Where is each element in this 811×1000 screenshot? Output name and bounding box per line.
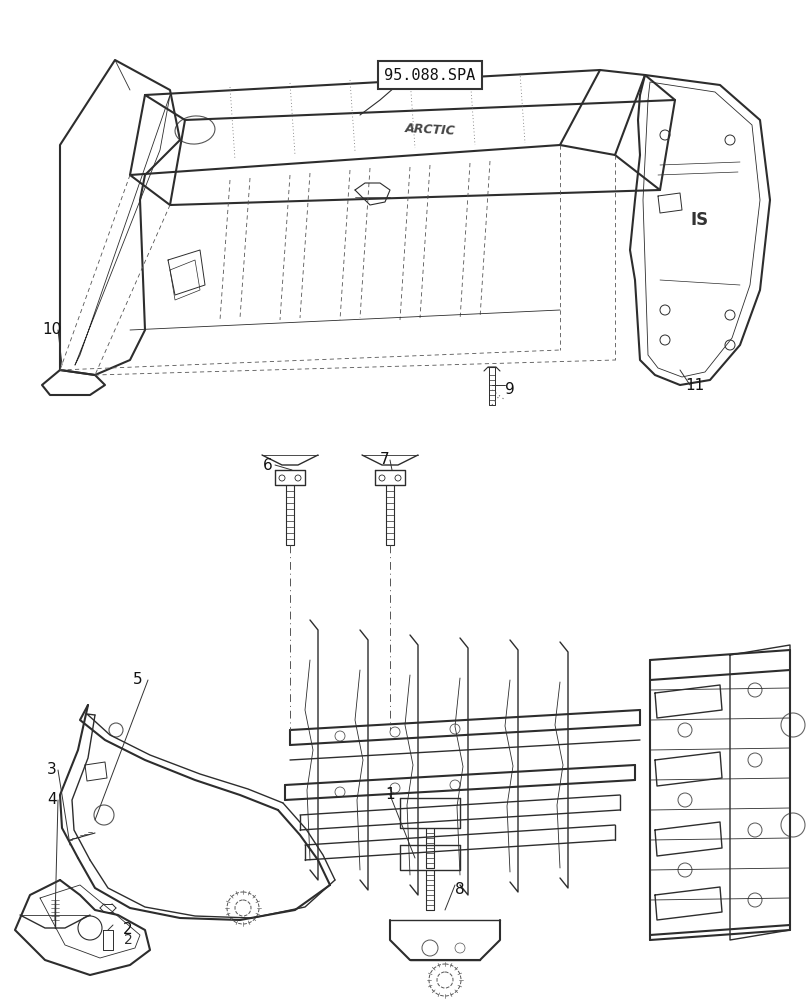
Text: 7: 7: [380, 452, 389, 468]
Text: 2: 2: [123, 933, 132, 947]
Text: 3: 3: [47, 762, 57, 777]
Text: 4: 4: [47, 792, 57, 807]
Text: 11: 11: [684, 377, 704, 392]
Text: 6: 6: [263, 458, 272, 473]
Text: 2: 2: [123, 922, 133, 937]
Text: 8: 8: [455, 882, 464, 897]
Text: 9: 9: [504, 382, 514, 397]
Text: 1: 1: [384, 787, 394, 802]
Text: IS: IS: [690, 211, 708, 229]
Text: 95.088.SPA: 95.088.SPA: [384, 68, 475, 83]
Text: ARCTIC: ARCTIC: [404, 122, 455, 138]
Text: 5: 5: [133, 672, 143, 688]
Text: 10: 10: [42, 322, 62, 338]
